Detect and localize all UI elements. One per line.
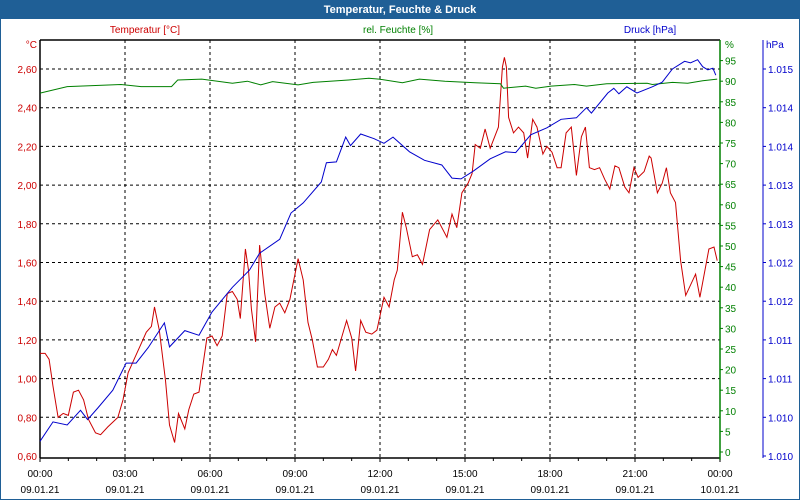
temperature-tick-label: 1,20 (18, 336, 38, 347)
humidity-tick-label: 0 (725, 448, 731, 459)
x-tick-date: 09.01.21 (446, 485, 485, 496)
temperature-tick-label: 1,80 (18, 220, 38, 231)
pressure-tick-label: 1.012 (768, 259, 793, 270)
pressure-tick-label: 1.014 (768, 104, 793, 115)
x-tick-date: 10.01.21 (701, 485, 740, 496)
humidity-tick-label: 10 (725, 407, 737, 418)
humidity-tick-label: 90 (725, 77, 737, 88)
humidity-tick-label: 40 (725, 283, 737, 294)
humidity-tick-label: 5 (725, 427, 731, 438)
temperature-tick-label: 1,40 (18, 297, 38, 308)
pressure-tick-label: 1.012 (768, 297, 793, 308)
pressure-tick-label: 1.011 (768, 336, 793, 347)
x-tick-time: 21:00 (622, 469, 647, 480)
humidity-tick-label: 55 (725, 221, 737, 232)
legend-pressure: Druck [hPa] (624, 25, 676, 36)
temperature-tick-label: 1,60 (18, 259, 38, 270)
pressure-tick-label: 1.013 (768, 181, 793, 192)
humidity-tick-label: 75 (725, 139, 737, 150)
temperature-tick-label: 0,60 (18, 452, 38, 463)
humidity-tick-label: 70 (725, 160, 737, 171)
x-tick-time: 12:00 (367, 469, 392, 480)
x-tick-date: 09.01.21 (616, 485, 655, 496)
temperature-tick-label: 2,20 (18, 142, 38, 153)
series-temperature (39, 57, 718, 443)
humidity-tick-label: 25 (725, 345, 737, 356)
humidity-tick-label: 20 (725, 366, 737, 377)
x-tick-time: 09:00 (282, 469, 307, 480)
series-pressure (39, 59, 717, 442)
humidity-tick-label: 30 (725, 324, 737, 335)
pressure-tick-label: 1.010 (768, 452, 793, 463)
x-tick-time: 06:00 (197, 469, 222, 480)
x-tick-time: 03:00 (112, 469, 137, 480)
series-humidity (39, 77, 718, 94)
x-tick-date: 09.01.21 (276, 485, 315, 496)
window-title: Temperatur, Feuchte & Druck (1, 1, 799, 19)
humidity-tick-label: 60 (725, 201, 737, 212)
humidity-tick-label: 95 (725, 57, 737, 68)
temperature-unit-label: °C (26, 40, 37, 51)
series-line-humidity (39, 77, 718, 94)
pressure-tick-label: 1.014 (768, 142, 793, 153)
x-tick-date: 09.01.21 (106, 485, 145, 496)
humidity-tick-label: 65 (725, 180, 737, 191)
pressure-tick-label: 1.013 (768, 220, 793, 231)
x-tick-date: 09.01.21 (21, 485, 60, 496)
humidity-tick-label: 35 (725, 304, 737, 315)
humidity-unit-label: % (725, 40, 734, 51)
humidity-tick-label: 15 (725, 386, 737, 397)
temperature-tick-label: 2,40 (18, 104, 38, 115)
x-tick-date: 09.01.21 (361, 485, 400, 496)
legend-humidity: rel. Feuchte [%] (363, 25, 433, 36)
pressure-tick-label: 1.015 (768, 65, 793, 76)
temperature-tick-label: 2,00 (18, 181, 38, 192)
series-line-temperature (40, 57, 718, 443)
x-tick-date: 09.01.21 (531, 485, 570, 496)
pressure-tick-label: 1.011 (768, 375, 793, 386)
legend-temperature: Temperatur [°C] (110, 25, 180, 36)
humidity-tick-label: 45 (725, 263, 737, 274)
x-tick-time: 00:00 (707, 469, 732, 480)
humidity-tick-label: 50 (725, 242, 737, 253)
temperature-tick-label: 2,60 (18, 65, 38, 76)
x-tick-time: 18:00 (537, 469, 562, 480)
humidity-tick-label: 85 (725, 98, 737, 109)
temperature-tick-label: 1,00 (18, 375, 38, 386)
humidity-tick-label: 80 (725, 118, 737, 129)
temperature-tick-label: 0,80 (18, 413, 38, 424)
x-tick-time: 00:00 (27, 469, 52, 480)
x-tick-date: 09.01.21 (191, 485, 230, 496)
series-line-pressure (39, 59, 717, 442)
x-tick-time: 15:00 (452, 469, 477, 480)
pressure-unit-label: hPa (766, 40, 784, 51)
pressure-tick-label: 1.010 (768, 413, 793, 424)
